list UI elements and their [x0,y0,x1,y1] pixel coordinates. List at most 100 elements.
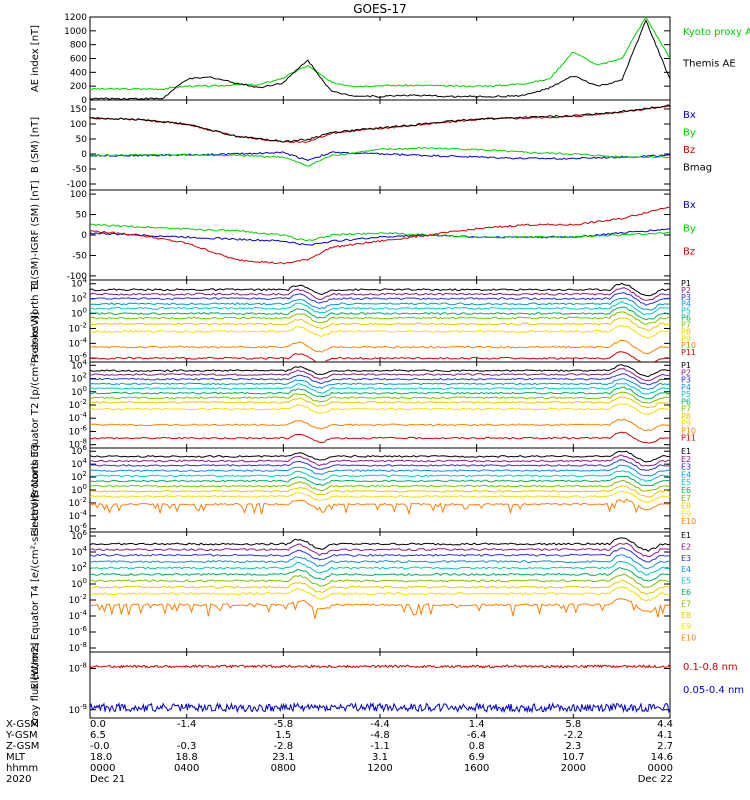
channel-line-e7 [90,573,670,588]
x-row-value: 18.8 [176,752,198,763]
channel-line-e1 [90,450,670,463]
x-row-value: -4.8 [370,730,390,741]
legend-label-bz: Bz [683,247,695,258]
legend-channel-e9: E9 [681,622,691,631]
channel-line-e6 [90,475,670,486]
y-tick-label: 10-6 [69,424,88,437]
x-row-label: 2020 [6,774,31,785]
panel-bigrf: -100 -50 0 50 100 B (SM)-IGRF (SM) [nT] Bx By Bz [30,180,696,289]
x-row-value: 23.1 [272,752,294,763]
legend-channel-p9: P9 [681,334,691,343]
channel-line-e8 [90,485,670,498]
legend-channel-p2: P2 [681,368,691,377]
y-tick-label: -50 [72,251,87,261]
channel-line-p4 [90,378,670,391]
channel-line-e6 [90,567,670,582]
plot-area [90,206,670,265]
x-row-value: 4.4 [657,719,673,730]
y-axis-label: B (SM)-IGRF (SM) [nT] [30,180,41,289]
x-row-value: 2000 [561,763,586,774]
y-tick-label: 104 [71,457,87,470]
y-tick-label: -100 [67,272,88,282]
legend-channel-p7: P7 [681,320,691,329]
y-tick-label: 50 [76,135,88,145]
legend-channel-e6: E6 [681,588,691,597]
series-line-bx [90,228,670,246]
legend-channel-e5: E5 [681,478,691,487]
panel-frame [89,189,671,281]
series-line-by [90,223,670,242]
y-tick-label: 10-2 [69,593,87,606]
y-tick-label: 10-4 [69,509,88,522]
channel-line-e2 [90,542,670,558]
y-axis-label: AE index [nT] [30,25,41,92]
panel-xray: 10-8 10-9 Xray flux [W/m2] 0.1-0.8 nm 0.05-0… [30,642,744,727]
y-axis-label: Protons Equator T2 [p/(cm²-s-sr-keV)] [30,312,41,499]
channel-line-p1 [90,282,670,297]
x-row-label: hhmm [6,763,38,774]
channel-line-e4 [90,464,670,477]
x-row-value: -2.8 [274,741,294,752]
x-row-value: -1.4 [177,719,197,730]
y-tick-label: 102 [71,372,87,385]
channel-line-p1 [90,364,670,378]
plot-area [90,17,670,100]
channel-line-p2 [90,368,670,382]
legend-channel-e7: E7 [681,494,691,503]
x-row-label: Y-GSM [5,730,38,741]
legend-channel-e2: E2 [681,455,691,464]
plot-area [90,104,670,167]
x-row-value: 1.4 [469,719,485,730]
plot-area [90,664,670,714]
y-axis-label: Electrons North T3 [30,443,41,536]
legend-channel-e9: E9 [681,509,691,518]
y-tick-label: -100 [67,180,88,190]
x-row-value: -2.2 [564,730,584,741]
legend-channel-p8: P8 [681,327,691,336]
legend-channel-e6: E6 [681,486,691,495]
plot-area [90,282,670,362]
legend-channel-e4: E4 [681,470,691,479]
series-line-by [90,146,670,167]
x-row-value: 3.1 [372,752,388,763]
legend-label-bz: Bz [683,145,695,156]
y-tick-label: 1000 [64,27,87,37]
x-row-value: -0.0 [90,741,110,752]
y-tick-label: 104 [71,358,87,371]
y-tick-label: 100 [71,385,87,398]
y-tick-label: 102 [71,292,87,305]
channel-line-p5 [90,301,670,315]
channel-line-p11 [90,351,670,362]
y-tick-label: 0 [81,231,87,241]
y-tick-label: 1200 [64,13,87,23]
legend-channel-p8: P8 [681,412,691,421]
y-tick-label: 10-8 [69,662,87,675]
x-row-value: -0.3 [177,741,197,752]
channel-line-e8 [90,579,670,595]
y-tick-label: 100 [71,307,87,320]
x-row-value: -1.1 [370,741,390,752]
y-tick-label: 800 [70,41,87,51]
y-tick-label: 10-2 [69,321,87,334]
y-tick-label: 10-9 [69,703,87,716]
y-tick-label: 100 [70,190,87,200]
channel-line-e5 [90,470,670,482]
series-line-bz [90,105,670,143]
plot-area [90,537,670,619]
x-row-value: 1600 [464,763,489,774]
legend-channel-e8: E8 [681,502,691,511]
legend-channel-e3: E3 [681,554,691,563]
legend-channel-p6: P6 [681,314,691,323]
y-tick-label: 104 [71,545,87,558]
channel-line-p2 [90,287,670,301]
y-tick-label: 10-6 [69,522,88,535]
y-tick-label: 102 [71,561,87,574]
x-row-value: 2.3 [565,741,581,752]
y-tick-label: 10-4 [69,411,88,424]
channel-line-p6 [90,386,670,400]
panel-ae: 0 200 400 600 800 1000 1200 AE index [nT] Kyoto … [30,13,750,106]
